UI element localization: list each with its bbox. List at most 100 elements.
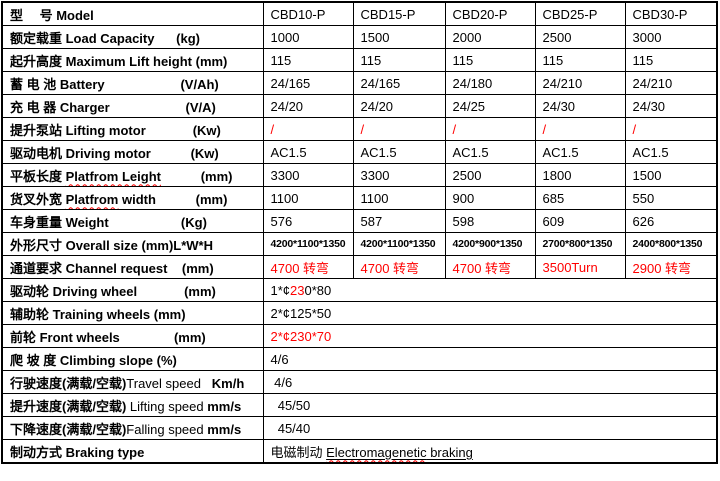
row-label: 爬 坡 度 Climbing slope (%) [1,347,264,371]
cell-value: AC1.5 [624,140,718,164]
value-segment-red: 23 [290,282,305,298]
misspelled-word: Platfrom Leight [65,168,161,184]
row-braking-type: 制动方式 Braking type 电磁制动 Electromagenetic … [1,439,718,464]
label-unit: Km/h [200,375,245,391]
row-lifting-speed: 提升速度(满载/空载) Lifting speed mm/s 45/50 [1,393,718,417]
row-charger: 充 电 器 Charger (V/A) 24/20 24/20 24/25 24… [1,94,718,118]
row-label: 车身重量 Weight (Kg) [1,209,264,233]
cell-value: 2700*800*1350 [534,232,626,256]
cell-value: 2500 [534,25,626,49]
cell-value: 115 [262,48,354,72]
row-label: 前轮 Front wheels (mm) [1,324,264,348]
cell-value: 115 [352,48,446,72]
cell-value: 24/30 [624,94,718,118]
cell-value: 4200*1100*1350 [262,232,354,256]
row-platform-width: 货叉外宽 Platfrom width (mm) 1100 1100 900 6… [1,186,718,210]
label-en: Travel speed [126,375,201,391]
row-falling-speed: 下降速度(满载/空载)Falling speed mm/s 45/40 [1,416,718,440]
cell-value: 115 [624,48,718,72]
cell-value-merged: 4/6 [262,347,718,371]
header-model-cbd10: CBD10-P [262,1,354,26]
value-segment: 0*80 [304,282,332,298]
row-channel-request: 通道要求 Channel request (mm) 4700 转弯 4700 转… [1,255,718,279]
cell-value-merged: 45/40 [262,416,718,440]
cell-value: 24/30 [534,94,626,118]
cell-value: 24/20 [352,94,446,118]
row-lifting-motor: 提升泵站 Lifting motor (Kw) / / / / / [1,117,718,141]
row-climbing-slope: 爬 坡 度 Climbing slope (%) 4/6 [1,347,718,371]
row-weight: 车身重量 Weight (Kg) 576 587 598 609 626 [1,209,718,233]
cell-value: 609 [534,209,626,233]
cell-value: AC1.5 [352,140,446,164]
label-en: Falling speed [126,421,208,437]
cell-value: 2400*800*1350 [624,232,718,256]
row-lift-height: 起升高度 Maximum Lift height (mm) 115 115 11… [1,48,718,72]
misspelled-word: Electromagenetic [326,444,427,460]
cell-value-red: 4700 转弯 [262,255,354,279]
cell-value-red: 2900 转弯 [624,255,718,279]
cell-value: 24/180 [444,71,536,95]
cell-value-merged: 1*¢230*80 [262,278,718,302]
cell-value: 626 [624,209,718,233]
spec-table: 型 号 Model CBD10-P CBD15-P CBD20-P CBD25-… [1,1,718,464]
cell-value: 550 [624,186,718,210]
row-label: 充 电 器 Charger (V/A) [1,94,264,118]
row-travel-speed: 行驶速度(满载/空载)Travel speed Km/h 4/6 [1,370,718,394]
cell-value-red: / [624,117,718,141]
cell-value: 685 [534,186,626,210]
cell-value: 24/210 [534,71,626,95]
cell-value: 115 [444,48,536,72]
row-label: 制动方式 Braking type [1,439,264,464]
cell-value: 3300 [262,163,354,187]
value-zh: 电磁制动 [270,444,327,460]
cell-value-red: / [534,117,626,141]
row-training-wheels: 辅助轮 Training wheels (mm) 2*¢125*50 [1,301,718,325]
label-en: Lifting speed [126,398,208,414]
cell-value-merged: 2*¢125*50 [262,301,718,325]
cell-value: AC1.5 [262,140,354,164]
cell-value: AC1.5 [534,140,626,164]
misspelled-word: Platfrom [65,191,119,207]
row-label: 货叉外宽 Platfrom width (mm) [1,186,264,210]
label-zh: 下降速度(满载/空载) [10,421,127,437]
cell-value: 1100 [262,186,354,210]
label-unit: mm/s [207,421,242,437]
label-unit: (mm) [160,168,233,184]
label-zh: 货叉外宽 [10,191,66,207]
cell-value: 24/210 [624,71,718,95]
label-zh: 行驶速度(满载/空载) [10,375,127,391]
cell-value-merged: 电磁制动 Electromagenetic braking [262,439,718,464]
cell-value: 24/165 [262,71,354,95]
cell-value: 587 [352,209,446,233]
header-label-model: 型 号 Model [1,1,264,26]
header-model-cbd20: CBD20-P [444,1,536,26]
cell-value-merged: 4/6 [262,370,718,394]
cell-value: 900 [444,186,536,210]
cell-value: 598 [444,209,536,233]
row-front-wheels: 前轮 Front wheels (mm) 2*¢230*70 [1,324,718,348]
value-rest: braking [426,444,473,460]
label-unit: mm/s [207,398,242,414]
cell-value: 115 [534,48,626,72]
row-label: 驱动电机 Driving motor (Kw) [1,140,264,164]
row-label: 行驶速度(满载/空载)Travel speed Km/h [1,370,264,394]
cell-value: 1500 [352,25,446,49]
cell-value: AC1.5 [444,140,536,164]
cell-value: 3300 [352,163,446,187]
cell-value-red: / [444,117,536,141]
label-zh: 提升速度(满载/空载) [10,398,127,414]
row-label: 提升速度(满载/空载) Lifting speed mm/s [1,393,264,417]
row-label: 平板长度 Platfrom Leight (mm) [1,163,264,187]
cell-value-merged-red: 2*¢230*70 [262,324,718,348]
cell-value: 1800 [534,163,626,187]
row-load-capacity: 额定载重 Load Capacity (kg) 1000 1500 2000 2… [1,25,718,49]
label-rest: width [118,191,156,207]
cell-value: 2500 [444,163,536,187]
label-zh: 平板长度 [10,168,66,184]
value-underlined: Electromagenetic braking [326,445,473,460]
cell-value: 1100 [352,186,446,210]
row-battery: 蓄 电 池 Battery (V/Ah) 24/165 24/165 24/18… [1,71,718,95]
row-label: 外形尺寸 Overall size (mm)L*W*H [1,232,264,256]
row-label: 下降速度(满载/空载)Falling speed mm/s [1,416,264,440]
cell-value-red: 3500Turn [534,255,626,279]
